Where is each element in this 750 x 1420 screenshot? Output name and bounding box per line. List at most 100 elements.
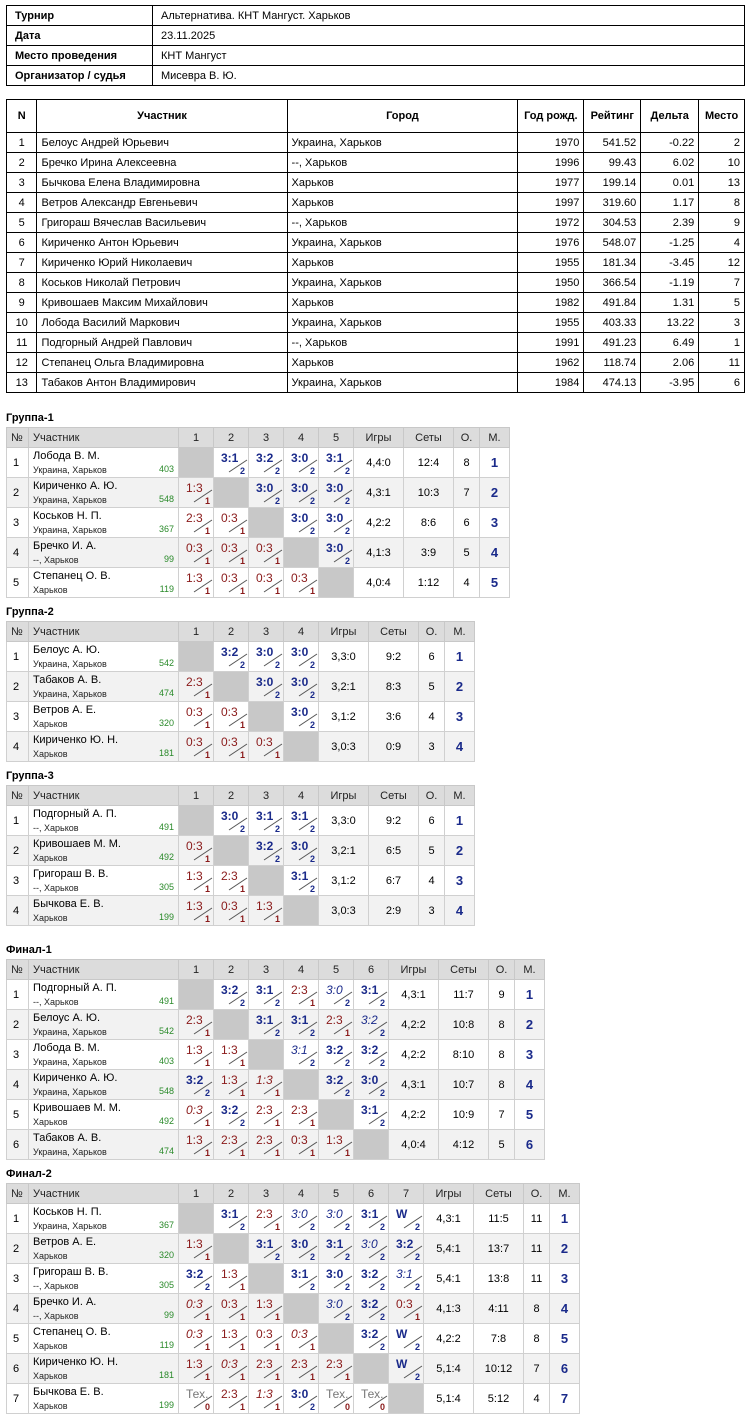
match-points: 2 <box>309 884 315 894</box>
match-score: 3:2 2 <box>353 1323 389 1354</box>
score-text: 3:0 <box>326 511 344 525</box>
self-cell <box>248 1263 284 1294</box>
score-text: 3:1 <box>291 1267 309 1281</box>
player-cell: Ветров А. Е. Харьков 320 <box>28 1233 179 1264</box>
col-opponent-header: 4 <box>283 427 319 448</box>
slash-divider-icon <box>263 579 283 593</box>
participant-number: 1 <box>5 132 38 153</box>
participant-birth-year: 1991 <box>517 332 585 353</box>
score-text: 3:0 <box>291 1237 309 1251</box>
participant-delta: -1.19 <box>640 272 700 293</box>
place-value: 1 <box>479 447 510 478</box>
match-score: 3:1 2 <box>248 979 284 1010</box>
match-points: 2 <box>239 466 245 476</box>
match-points: 1 <box>204 1058 210 1068</box>
match-points: 2 <box>274 854 280 864</box>
slash-divider-icon <box>263 743 283 757</box>
slash-divider-icon <box>333 1051 353 1065</box>
score-text: 3:1 <box>291 1043 308 1057</box>
participant-row: 8 Коськов Николай Петрович Украина, Харько… <box>5 272 745 293</box>
slash-divider-icon <box>368 1275 388 1289</box>
match-score: 3:2 2 <box>248 447 284 478</box>
match-score: 3:1 2 <box>248 805 284 836</box>
score-text: 3:1 <box>221 1207 239 1221</box>
place-value: 7 <box>549 1383 580 1414</box>
player-city: Харьков <box>33 719 68 729</box>
match-score: 3:1 2 <box>353 1099 389 1130</box>
sets-value: 10:12 <box>473 1353 524 1384</box>
match-score: 3:2 2 <box>213 979 249 1010</box>
slash-divider-icon <box>263 1141 283 1155</box>
self-cell <box>213 1233 249 1264</box>
player-name: Белоус А. Ю. <box>33 644 101 656</box>
place-value: 2 <box>514 1009 545 1040</box>
match-score: 0:3 1 <box>283 1129 319 1160</box>
place-value: 6 <box>549 1353 580 1384</box>
match-score: Тех. 0 <box>318 1383 354 1414</box>
points-value: 5 <box>418 671 445 702</box>
slash-divider-icon <box>403 1365 423 1379</box>
participant-rating: 474.13 <box>583 372 642 393</box>
col-opponent-header: 5 <box>318 427 354 448</box>
slash-divider-icon <box>228 1365 248 1379</box>
match-points: 1 <box>239 586 245 596</box>
score-text: 3:0 <box>291 645 309 659</box>
player-rating: 474 <box>158 688 174 698</box>
match-points: 1 <box>239 720 245 730</box>
participant-number: 7 <box>5 252 38 273</box>
score-text: 0:3 <box>291 571 308 585</box>
slash-divider-icon <box>193 907 213 921</box>
self-cell <box>248 701 284 732</box>
group-row: 1 Белоус А. Ю. Украина, Харьков 542 3:2 2 3:0 2… <box>6 641 475 672</box>
match-points: 2 <box>274 1028 280 1038</box>
match-score: 1:3 1 <box>248 895 284 926</box>
points-value: 11 <box>523 1233 550 1264</box>
sets-value: 11:5 <box>473 1203 524 1234</box>
score-text: 0:3 <box>221 511 238 525</box>
place-value: 3 <box>514 1039 545 1070</box>
self-cell <box>248 1039 284 1070</box>
sets-value: 4:11 <box>473 1293 524 1324</box>
match-points: 1 <box>239 1282 245 1292</box>
tournament-info-table: Турнир Альтернатива. КНТ Мангуст. Харьков… <box>6 5 745 86</box>
group-row: 7 Бычкова Е. В. Харьков 199 Тех. 0 2:3 1 1:3 1 3:0… <box>6 1383 580 1414</box>
score-text: 2:3 <box>221 869 238 883</box>
player-city: Украина, Харьков <box>33 525 107 535</box>
player-name: Степанец О. В. <box>33 1326 111 1338</box>
match-score: 2:3 1 <box>248 1353 284 1384</box>
col-sets-header: Сеты <box>438 959 489 980</box>
slash-divider-icon <box>228 907 248 921</box>
player-name: Подгорный А. П. <box>33 982 117 994</box>
slash-divider-icon <box>298 1275 318 1289</box>
col-opponent-header: 7 <box>388 1183 424 1204</box>
self-cell <box>318 567 354 598</box>
match-score: 3:0 2 <box>248 477 284 508</box>
games-value: 4,1:3 <box>423 1293 474 1324</box>
match-points: 2 <box>309 1402 315 1412</box>
slash-divider-icon <box>298 579 318 593</box>
score-text: 3:2 <box>256 839 274 853</box>
score-text: 3:0 <box>291 481 309 495</box>
group-header-row: № Участник 1 2 3 4 5 6 Игры Сеты О. М. <box>6 959 545 980</box>
row-number: 1 <box>6 447 29 478</box>
match-points: 1 <box>239 556 245 566</box>
match-points: 1 <box>344 1028 350 1038</box>
match-score: 0:3 1 <box>213 537 249 568</box>
participant-name: Подгорный Андрей Павлович <box>36 332 288 353</box>
match-score: 0:3 1 <box>213 731 249 762</box>
player-city: Харьков <box>33 1371 68 1381</box>
match-score: 2:3 1 <box>318 1353 354 1384</box>
participant-delta: 2.06 <box>640 352 700 373</box>
self-cell <box>213 835 249 866</box>
sets-value: 10:3 <box>403 477 454 508</box>
participant-place: 6 <box>698 372 745 393</box>
group-row: 2 Кириченко А. Ю. Украина, Харьков 548 1:3 1 3… <box>6 477 510 508</box>
player-rating: 320 <box>158 1250 174 1260</box>
player-name: Кириченко А. Ю. <box>33 480 118 492</box>
match-points: 1 <box>414 1312 420 1322</box>
slash-divider-icon <box>193 1305 213 1319</box>
slash-divider-icon <box>368 1215 388 1229</box>
match-score: 0:3 1 <box>213 1293 249 1324</box>
self-cell <box>178 979 214 1010</box>
